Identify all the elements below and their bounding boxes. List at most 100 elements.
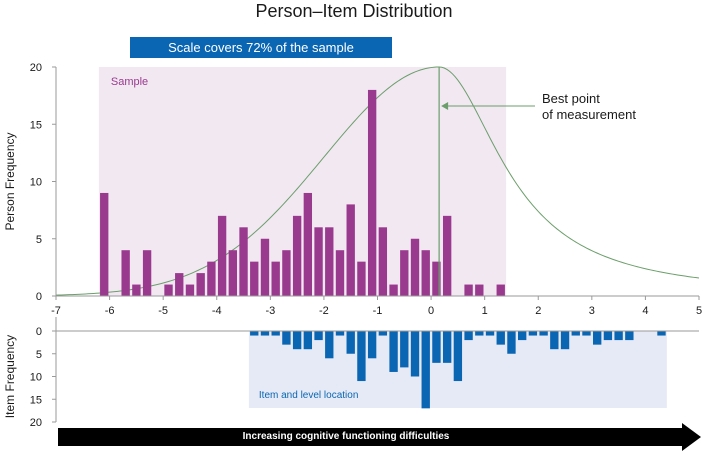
coverage-banner: Scale covers 72% of the sample (130, 37, 392, 58)
item-y-axis-label: Item Frequency (3, 335, 17, 418)
item-bar (282, 331, 291, 345)
item-y-tick-label: 5 (36, 349, 42, 361)
item-bar (496, 331, 505, 345)
person-bar (475, 284, 484, 296)
person-bar (271, 261, 280, 296)
person-bar (175, 273, 184, 296)
item-bar (528, 331, 538, 336)
item-bar (507, 331, 516, 354)
item-bar (442, 331, 452, 363)
x-tick-label: -5 (158, 305, 168, 317)
item-y-tick-label: 10 (30, 372, 42, 384)
person-y-tick-label: 0 (36, 291, 42, 303)
sample-region-label: Sample (111, 76, 148, 88)
item-bar (292, 331, 302, 350)
person-bar (325, 227, 334, 296)
person-bar (196, 273, 205, 296)
best-point-label-line2: of measurement (542, 107, 636, 122)
person-bar (100, 192, 109, 296)
best-point-arrowhead (441, 102, 449, 110)
item-bar (539, 331, 548, 336)
person-bar (357, 261, 366, 296)
person-bar (464, 284, 473, 296)
item-bar (593, 331, 602, 345)
person-bar (303, 192, 313, 296)
item-bar (475, 331, 484, 336)
person-bar (239, 227, 248, 296)
person-bar (389, 284, 398, 296)
item-bar (453, 331, 463, 382)
best-point-label-line1: Best point (542, 91, 600, 106)
x-tick-label: 4 (642, 305, 648, 317)
item-bar (389, 331, 398, 372)
person-bar (282, 250, 291, 296)
person-bar (121, 250, 130, 296)
person-bar (346, 204, 355, 296)
item-bar (485, 331, 495, 336)
item-bar (260, 331, 270, 336)
item-y-tick-label: 20 (30, 417, 42, 429)
item-bar (582, 331, 591, 336)
person-y-axis-label: Person Frequency (3, 132, 17, 230)
chart-title: Person–Item Distribution (255, 1, 453, 21)
item-bar (432, 331, 441, 363)
sample-region (98, 67, 507, 296)
x-tick-label: -4 (212, 305, 222, 317)
person-bar (314, 227, 323, 296)
x-tick-label: -3 (265, 305, 275, 317)
item-bar (614, 331, 623, 341)
person-y-tick-label: 10 (30, 177, 42, 189)
person-bar (142, 250, 152, 296)
item-y-tick-label: 0 (36, 326, 42, 338)
x-tick-label: 5 (696, 305, 702, 317)
person-bar (410, 238, 420, 296)
person-bar (217, 215, 227, 296)
item-bar (400, 331, 409, 368)
x-tick-label: 1 (482, 305, 488, 317)
person-bar (185, 284, 195, 296)
item-bar (335, 331, 345, 336)
person-bar (367, 89, 377, 297)
person-bar (421, 250, 430, 296)
person-bar (335, 250, 345, 296)
item-bar (421, 331, 430, 409)
item-bar (346, 331, 355, 354)
item-y-tick-label: 15 (30, 394, 42, 406)
x-tick-label: 2 (535, 305, 541, 317)
item-bar (250, 331, 259, 336)
person-bar (250, 261, 259, 296)
person-bar (260, 238, 270, 296)
item-bar (603, 331, 613, 341)
item-bar (271, 331, 280, 336)
item-bar (517, 331, 527, 341)
x-tick-label: -2 (319, 305, 329, 317)
person-bar (164, 284, 173, 296)
person-bar (378, 227, 388, 296)
item-bar (325, 331, 334, 359)
item-bar (314, 331, 323, 341)
item-bar (550, 331, 559, 350)
person-bar (228, 250, 238, 296)
item-bar (560, 331, 570, 350)
person-bar (132, 284, 141, 296)
item-bar (367, 331, 377, 359)
item-bar (464, 331, 473, 341)
person-bar (207, 261, 216, 296)
person-y-tick-label: 15 (30, 119, 42, 131)
direction-arrow (58, 423, 701, 451)
item-bar (378, 331, 388, 336)
item-bar (410, 331, 420, 377)
direction-arrow-label: Increasing cognitive functioning difficu… (242, 431, 450, 442)
x-tick-label: -1 (373, 305, 383, 317)
person-bar (442, 215, 452, 296)
person-bar (496, 284, 505, 296)
person-bar (400, 250, 409, 296)
x-tick-label: -6 (105, 305, 115, 317)
item-bar (303, 331, 313, 350)
x-tick-label: -7 (51, 305, 61, 317)
item-bar (357, 331, 366, 382)
x-tick-label: 3 (589, 305, 595, 317)
person-bar (292, 215, 302, 296)
